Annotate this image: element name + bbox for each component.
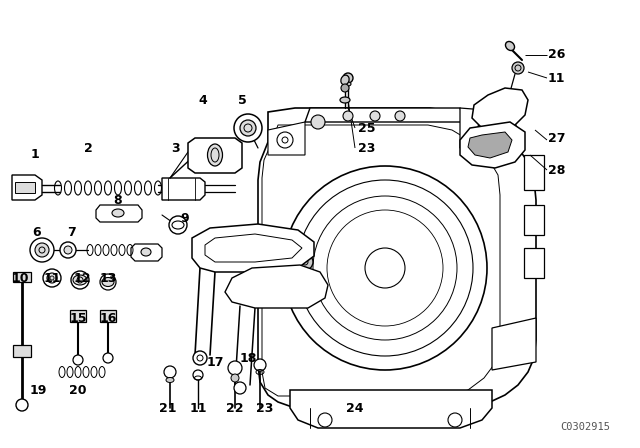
Circle shape	[480, 133, 504, 157]
Text: 12: 12	[73, 271, 91, 284]
Polygon shape	[460, 108, 518, 148]
Circle shape	[73, 355, 83, 365]
Circle shape	[297, 254, 313, 270]
Ellipse shape	[112, 209, 124, 217]
Text: 20: 20	[69, 383, 87, 396]
Circle shape	[343, 73, 353, 83]
Text: 3: 3	[171, 142, 179, 155]
Ellipse shape	[73, 275, 87, 285]
Bar	[524, 155, 544, 190]
Circle shape	[311, 115, 325, 129]
Bar	[70, 310, 86, 322]
Polygon shape	[96, 205, 142, 222]
Text: 23: 23	[256, 401, 274, 414]
Bar	[524, 248, 544, 278]
Circle shape	[100, 274, 116, 290]
Circle shape	[43, 269, 61, 287]
Text: 9: 9	[180, 211, 189, 224]
Ellipse shape	[341, 75, 349, 85]
Text: 1: 1	[31, 148, 40, 161]
Ellipse shape	[506, 42, 515, 51]
Circle shape	[490, 100, 510, 120]
Ellipse shape	[102, 277, 114, 287]
Circle shape	[234, 382, 246, 394]
Ellipse shape	[207, 144, 223, 166]
Circle shape	[64, 246, 72, 254]
Polygon shape	[162, 178, 205, 200]
Polygon shape	[12, 175, 42, 200]
Circle shape	[283, 166, 487, 370]
Circle shape	[30, 238, 54, 262]
Circle shape	[395, 111, 405, 121]
Text: 5: 5	[237, 94, 246, 107]
Text: 21: 21	[159, 401, 177, 414]
Polygon shape	[192, 224, 314, 272]
Circle shape	[16, 399, 28, 411]
Text: 6: 6	[33, 225, 42, 238]
Text: 18: 18	[239, 352, 257, 365]
Ellipse shape	[340, 97, 350, 103]
Text: 27: 27	[548, 132, 566, 145]
Text: 14: 14	[296, 241, 314, 254]
Circle shape	[343, 111, 353, 121]
Text: 25: 25	[358, 121, 376, 134]
Polygon shape	[15, 182, 35, 193]
Text: 10: 10	[12, 271, 29, 284]
Text: 4: 4	[198, 94, 207, 107]
Text: 11: 11	[189, 401, 207, 414]
Circle shape	[47, 273, 57, 283]
Polygon shape	[268, 122, 305, 155]
Polygon shape	[305, 108, 465, 122]
Text: C0302915: C0302915	[560, 422, 610, 432]
Circle shape	[193, 370, 203, 380]
Ellipse shape	[345, 82, 351, 86]
Circle shape	[370, 111, 380, 121]
Bar	[100, 310, 116, 322]
Circle shape	[254, 359, 266, 371]
Text: 13: 13	[99, 271, 116, 284]
Polygon shape	[290, 390, 492, 428]
Circle shape	[228, 361, 242, 375]
Bar	[524, 205, 544, 235]
Text: 24: 24	[346, 401, 364, 414]
Polygon shape	[468, 132, 512, 158]
Circle shape	[71, 271, 89, 289]
Circle shape	[169, 216, 187, 234]
Circle shape	[231, 374, 239, 382]
Text: 17: 17	[206, 356, 224, 369]
Circle shape	[103, 353, 113, 363]
Text: 2: 2	[84, 142, 92, 155]
Text: 7: 7	[68, 225, 76, 238]
Bar	[13, 345, 31, 357]
Text: 11: 11	[548, 72, 566, 85]
Polygon shape	[492, 318, 536, 370]
Circle shape	[341, 84, 349, 92]
Circle shape	[234, 114, 262, 142]
Text: 28: 28	[548, 164, 565, 177]
Circle shape	[164, 366, 176, 378]
Polygon shape	[258, 108, 536, 408]
Polygon shape	[460, 122, 525, 168]
Circle shape	[512, 62, 524, 74]
Polygon shape	[188, 138, 242, 173]
Text: 15: 15	[69, 311, 87, 324]
Text: 26: 26	[548, 48, 565, 61]
Polygon shape	[131, 244, 162, 261]
Ellipse shape	[141, 248, 151, 256]
Ellipse shape	[166, 378, 174, 383]
Circle shape	[193, 351, 207, 365]
Text: 19: 19	[29, 383, 47, 396]
Circle shape	[35, 243, 49, 257]
Polygon shape	[472, 88, 528, 130]
Circle shape	[240, 120, 256, 136]
Bar	[13, 272, 31, 282]
Text: 22: 22	[227, 401, 244, 414]
Text: 16: 16	[99, 311, 116, 324]
Text: 8: 8	[114, 194, 122, 207]
Text: 11: 11	[44, 271, 61, 284]
Circle shape	[60, 242, 76, 258]
Polygon shape	[225, 265, 328, 308]
Text: 23: 23	[358, 142, 376, 155]
